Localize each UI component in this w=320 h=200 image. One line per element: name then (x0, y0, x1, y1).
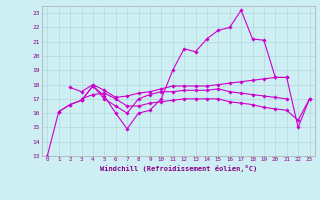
X-axis label: Windchill (Refroidissement éolien,°C): Windchill (Refroidissement éolien,°C) (100, 165, 257, 172)
